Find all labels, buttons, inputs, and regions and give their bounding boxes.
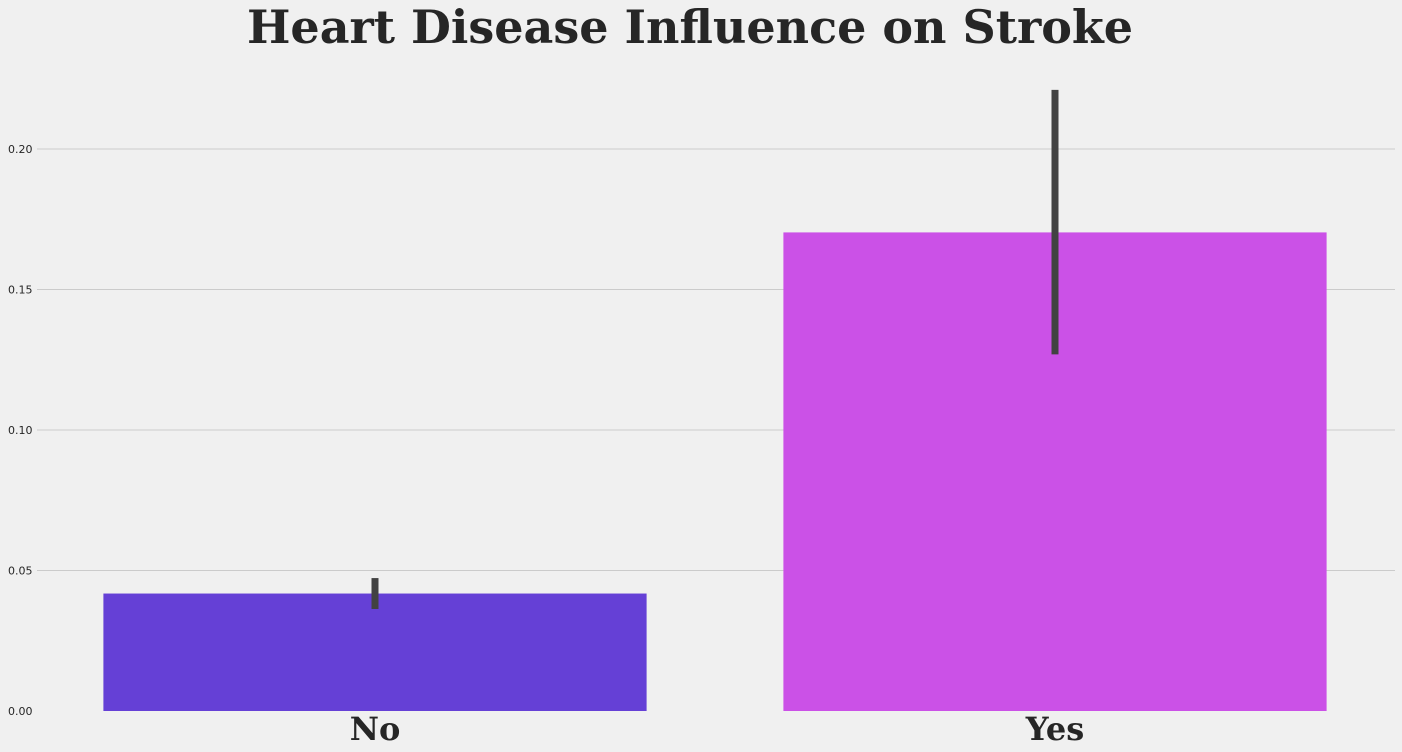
y-axis-ticks: 0.00 0.05 0.10 0.15 0.20 (8, 143, 33, 718)
y-tick-label: 0.05 (8, 564, 33, 577)
y-tick-label: 0.20 (8, 143, 33, 156)
bars (103, 232, 1327, 711)
bar-no (103, 593, 647, 711)
x-tick-label-yes: Yes (1025, 710, 1084, 748)
y-tick-label: 0.10 (8, 424, 33, 437)
x-axis-ticks: No Yes (350, 710, 1085, 748)
error-bars (371, 89, 1059, 609)
y-tick-label: 0.15 (8, 283, 33, 296)
chart-title: Heart Disease Influence on Stroke (246, 0, 1134, 54)
y-tick-label: 0.00 (8, 705, 33, 718)
x-tick-label-no: No (350, 710, 401, 748)
